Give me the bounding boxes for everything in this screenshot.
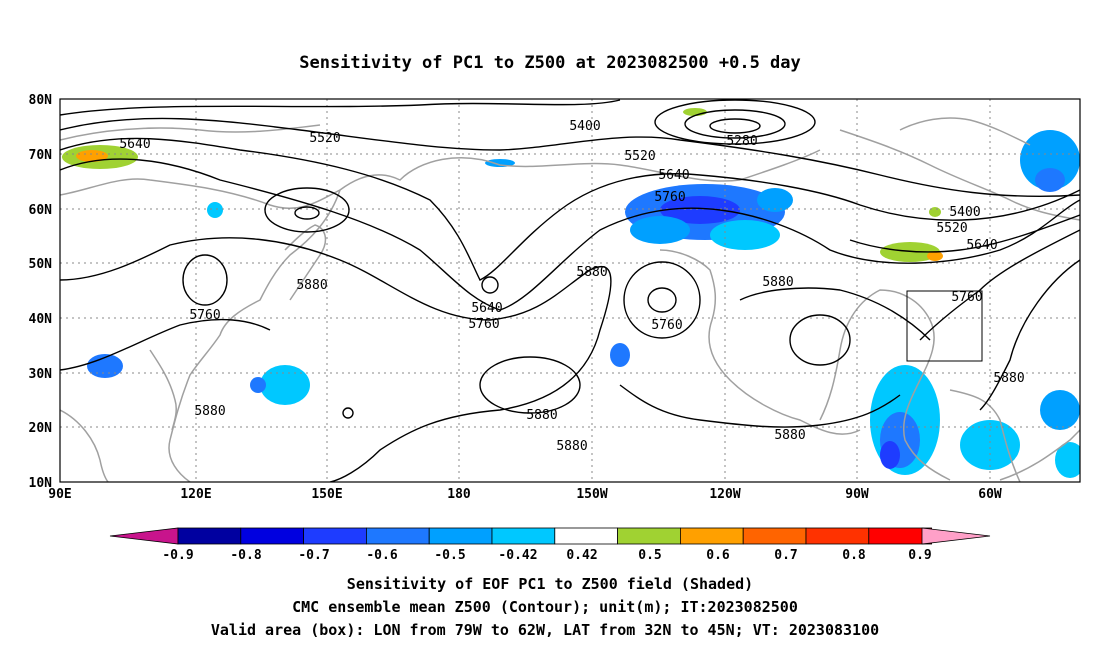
contour-label: 5880 [556,439,587,454]
map-title: Sensitivity of PC1 to Z500 at 2023082500… [299,53,801,73]
lat-tick-label: 70N [29,148,53,163]
contour-label: 5760 [654,190,685,205]
lon-axis: 90E 120E 150E 180 150W 120W 90W 60W [48,487,1002,502]
contour-label: 5640 [966,238,997,253]
contour-label: 5520 [936,221,967,236]
valid-area-box [906,290,983,362]
lat-tick-label: 80N [29,93,53,108]
contour-label: 5760 [951,290,982,305]
caption-line-2: CMC ensemble mean Z500 (Contour); unit(m… [292,598,798,616]
lat-tick-label: 50N [29,257,53,272]
lon-tick-label: 120E [180,487,211,502]
lon-tick-label: 90W [845,487,869,502]
lat-tick-label: 60N [29,203,53,218]
colorbar-cell [554,527,618,545]
contour-label: 5880 [526,408,557,423]
colorbar-label: 0.42 [566,548,597,563]
colorbar-label: 0.6 [706,548,730,563]
colorbar: -0.9 -0.8 -0.7 -0.6 -0.5 -0.42 0.42 0.5 … [109,527,991,563]
lat-tick-label: 10N [29,476,53,491]
contour-label: 5880 [762,275,793,290]
lat-tick-label: 20N [29,421,53,436]
lat-axis: 80N 70N 60N 50N 40N 30N 20N 10N [29,93,53,491]
colorbar-label: 0.8 [842,548,866,563]
colorbar-cell [680,527,744,545]
colorbar-label: -0.6 [366,548,397,563]
colorbar-label: -0.9 [162,548,193,563]
colorbar-under-arrow [109,527,179,545]
colorbar-label: 0.7 [774,548,797,563]
contour-label: 5400 [949,205,980,220]
contour-label: 5640 [471,301,502,316]
contour-label: 5880 [774,428,805,443]
contour-label: 5880 [296,278,327,293]
lon-tick-label: 180 [447,487,471,502]
contour-label: 5280 [726,134,757,149]
map-frame [59,98,1081,483]
colorbar-cell [805,527,870,545]
colorbar-label: -0.7 [298,548,329,563]
graticule [60,99,1080,482]
colorbar-labels: -0.9 -0.8 -0.7 -0.6 -0.5 -0.42 0.42 0.5 … [162,548,931,563]
captions: Sensitivity of EOF PC1 to Z500 field (Sh… [211,575,879,639]
lon-tick-label: 120W [709,487,740,502]
colorbar-cell [365,527,430,545]
contour-label: 5880 [993,371,1024,386]
colorbar-cell [240,527,305,545]
contour-label: 5880 [194,404,225,419]
contour-label: 5520 [309,131,340,146]
colorbar-cell [491,527,556,545]
colorbar-cell [428,527,493,545]
coastlines [60,117,1080,482]
colorbar-label: -0.8 [230,548,261,563]
contour-label: 5880 [576,265,607,280]
map-panel: 5640 5520 5400 5280 5520 5640 5760 5880 … [29,93,1081,502]
colorbar-label: 0.5 [638,548,661,563]
lon-tick-label: 150E [311,487,342,502]
caption-line-1: Sensitivity of EOF PC1 to Z500 field (Sh… [347,575,753,593]
contour-label: 5760 [189,308,220,323]
contour-label: 5760 [468,317,499,332]
lon-tick-label: 60W [978,487,1002,502]
colorbar-label: -0.5 [434,548,465,563]
contour-label: 5640 [119,137,150,152]
colorbar-label: 0.9 [908,548,931,563]
lat-tick-label: 40N [29,312,53,327]
lon-tick-label: 150W [576,487,607,502]
lat-tick-label: 30N [29,367,53,382]
contour-labels: 5640 5520 5400 5280 5520 5640 5760 5880 … [119,119,1024,454]
colorbar-cell [617,527,681,545]
lon-tick-label: 90E [48,487,71,502]
colorbar-over-arrow [921,527,991,545]
colorbar-cell [177,527,242,545]
sensitivity-shading [62,108,1080,478]
colorbar-label: -0.42 [498,548,537,563]
colorbar-cell [303,527,367,545]
contour-label: 5760 [651,318,682,333]
z500-contours [60,99,1080,482]
caption-line-3: Valid area (box): LON from 79W to 62W, L… [211,621,879,639]
contour-label: 5640 [658,168,689,183]
contour-label: 5520 [624,149,655,164]
colorbar-cell [742,527,807,545]
contour-label: 5400 [569,119,600,134]
